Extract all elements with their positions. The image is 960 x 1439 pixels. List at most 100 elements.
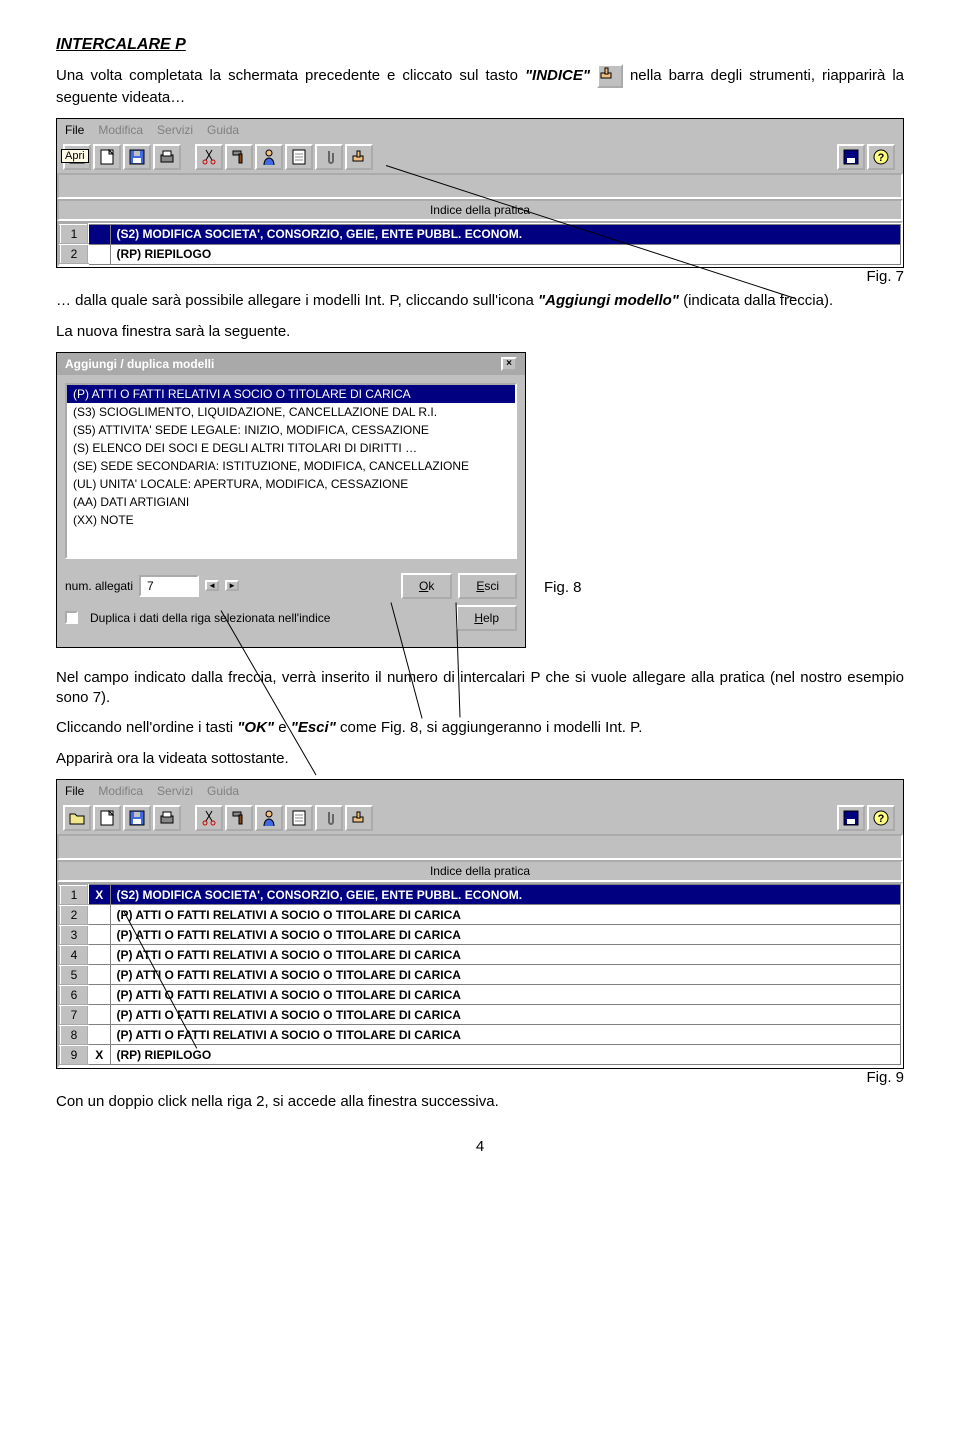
list-item[interactable]: (S5) ATTIVITA' SEDE LEGALE: INIZIO, MODI… [67,421,515,439]
p1-indice: "INDICE" [525,67,590,84]
num-allegati-field[interactable]: 7 [139,575,199,597]
list-item[interactable]: (AA) DATI ARTIGIANI [67,493,515,511]
svg-text:?: ? [878,813,885,825]
person-icon[interactable] [255,805,283,831]
paragraph-6: Apparirà ora la videata sottostante. [56,749,904,769]
menu-file-9[interactable]: File [65,784,84,798]
list-item[interactable]: (P) ATTI O FATTI RELATIVI A SOCIO O TITO… [67,385,515,403]
row-mark [88,905,110,925]
table-row[interactable]: 2(P) ATTI O FATTI RELATIVI A SOCIO O TIT… [60,905,901,925]
menu-file[interactable]: File [65,123,84,137]
new-icon[interactable] [93,805,121,831]
paragraph-7: Con un doppio click nella riga 2, si acc… [56,1092,904,1112]
menu-servizi-9: Servizi [157,784,193,798]
row-mark: X [88,1045,110,1065]
list-item[interactable]: (XX) NOTE [67,511,515,529]
dialog-title: Aggiungi / duplica modelli [65,357,214,371]
grid-header: Indice della pratica [57,199,903,221]
row-mark [88,244,110,264]
heading-intercalare-p: INTERCALARE P [56,36,904,54]
p5-esci: "Esci" [291,719,336,736]
paragraph-2: … dalla quale sarà possibile allegare i … [56,291,904,311]
list-item[interactable]: (UL) UNITA' LOCALE: APERTURA, MODIFICA, … [67,475,515,493]
print-icon[interactable] [153,144,181,170]
dialog-listbox[interactable]: (P) ATTI O FATTI RELATIVI A SOCIO O TITO… [65,383,517,559]
doc-icon[interactable] [285,144,313,170]
dialog-titlebar: Aggiungi / duplica modelli × [57,353,525,375]
table-row[interactable]: 1(S2) MODIFICA SOCIETA', CONSORZIO, GEIE… [60,224,901,244]
paragraph-3: La nuova finestra sarà la seguente. [56,322,904,342]
disk-icon[interactable] [123,805,151,831]
row-text: (P) ATTI O FATTI RELATIVI A SOCIO O TITO… [110,1005,901,1025]
svg-text:?: ? [878,152,885,164]
new-icon[interactable] [93,144,121,170]
p5-a: Cliccando nell'ordine i tasti [56,719,237,736]
row-mark [88,1005,110,1025]
row-mark [88,965,110,985]
p5-c: come Fig. 8, si aggiungeranno i modelli … [340,719,642,736]
print-icon[interactable] [153,805,181,831]
page-number: 4 [56,1138,904,1155]
hand-icon[interactable] [345,144,373,170]
list-item[interactable]: (S) ELENCO DEI SOCI E DEGLI ALTRI TITOLA… [67,439,515,457]
help-button[interactable]: Help [456,605,517,631]
fig9-caption: Fig. 9 [56,1069,904,1086]
spin-right-icon[interactable]: ► [225,580,239,591]
row-text: (RP) RIEPILOGO [110,244,901,264]
hammer-icon[interactable] [225,805,253,831]
table-row[interactable]: 1X(S2) MODIFICA SOCIETA', CONSORZIO, GEI… [60,885,901,905]
help-icon[interactable]: ? [867,144,895,170]
menu-guida: Guida [207,123,239,137]
num-allegati-spinner2[interactable]: ► [225,580,239,591]
table-row[interactable]: 9X(RP) RIEPILOGO [60,1045,901,1065]
table-row[interactable]: 6(P) ATTI O FATTI RELATIVI A SOCIO O TIT… [60,985,901,1005]
table-row[interactable]: 7(P) ATTI O FATTI RELATIVI A SOCIO O TIT… [60,1005,901,1025]
row-mark [88,985,110,1005]
close-icon[interactable]: × [501,357,517,371]
index-hand-icon [597,64,623,88]
row-number: 3 [60,925,88,945]
num-allegati-spinner[interactable]: ◄ [205,580,219,591]
list-item[interactable]: (SE) SEDE SECONDARIA: ISTITUZIONE, MODIF… [67,457,515,475]
duplica-checkbox[interactable] [65,611,78,624]
clip-icon[interactable] [315,805,343,831]
save-icon[interactable] [837,805,865,831]
row-number: 1 [60,224,88,244]
table-row[interactable]: 4 (P) ATTI O FATTI RELATIVI A SOCIO O TIT… [60,945,901,965]
ok-button[interactable]: Ok [401,573,452,599]
hammer-icon[interactable] [225,144,253,170]
row-text: (S2) MODIFICA SOCIETA', CONSORZIO, GEIE,… [110,885,901,905]
menu-servizi: Servizi [157,123,193,137]
disk-icon[interactable] [123,144,151,170]
table-row[interactable]: 3(P) ATTI O FATTI RELATIVI A SOCIO O TIT… [60,925,901,945]
row-number: 4 [60,945,88,965]
table-row[interactable]: 5(P) ATTI O FATTI RELATIVI A SOCIO O TIT… [60,965,901,985]
row-text: (P) ATTI O FATTI RELATIVI A SOCIO O TITO… [110,1025,901,1045]
fig7-window: File Modifica Servizi Guida Apri ? Indic… [56,118,904,268]
menubar-9: File Modifica Servizi Guida [57,780,903,802]
spin-left-icon[interactable]: ◄ [205,580,219,591]
list-item[interactable]: (S3) SCIOGLIMENTO, LIQUIDAZIONE, CANCELL… [67,403,515,421]
person-icon[interactable] [255,144,283,170]
clip-icon[interactable] [315,144,343,170]
row-mark: X [88,885,110,905]
row-text: (P) ATTI O FATTI RELATIVI A SOCIO O TITO… [110,945,901,965]
folder-icon[interactable] [63,805,91,831]
cut-icon[interactable] [195,805,223,831]
help-icon[interactable]: ? [867,805,895,831]
row-number: 8 [60,1025,88,1045]
doc-icon[interactable] [285,805,313,831]
paragraph-5: Cliccando nell'ordine i tasti "OK" e "Es… [56,718,904,738]
esci-button[interactable]: Esci [458,573,517,599]
p2-aggiungi: "Aggiungi modello" [538,292,679,309]
menu-modifica: Modifica [98,123,143,137]
cut-icon[interactable] [195,144,223,170]
num-allegati-label: num. allegati [65,579,133,593]
fig7-caption: Fig. 7 [56,268,904,285]
row-number: 5 [60,965,88,985]
menu-modifica-9: Modifica [98,784,143,798]
save-icon[interactable] [837,144,865,170]
table-row[interactable]: 2(RP) RIEPILOGO [60,244,901,264]
hand-icon[interactable] [345,805,373,831]
row-mark [88,1025,110,1045]
